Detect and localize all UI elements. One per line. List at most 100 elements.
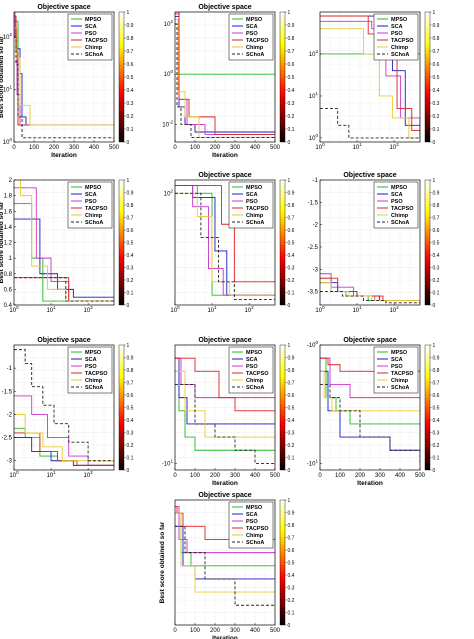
colorbar-tick-label: 0.4 — [288, 418, 295, 424]
y-tick-label: 100 — [164, 69, 174, 78]
colorbar-tick-label: 0.8 — [127, 36, 134, 42]
y-tick-label: -3 — [7, 459, 13, 465]
colorbar-tick-label: 0.4 — [127, 88, 134, 94]
colorbar-tick-label: 0.9 — [127, 190, 134, 196]
colorbar-tick-label: 0.8 — [433, 368, 440, 374]
x-axis-label: Iteration — [357, 480, 383, 487]
y-tick-label: 100 — [309, 133, 319, 142]
colorbar-tick-label: 0.4 — [288, 88, 295, 94]
series-line-schoa — [320, 384, 420, 464]
y-tick-label: 102 — [309, 49, 319, 58]
colorbar-tick-label: 0.9 — [288, 355, 295, 361]
x-tick-label: 400 — [250, 473, 261, 479]
colorbar-tick-label: 0.5 — [127, 240, 134, 246]
legend-entry: SChoA — [246, 52, 264, 58]
colorbar-tick-label: 1 — [127, 10, 130, 16]
colorbar-tick-label: 0.8 — [127, 368, 134, 374]
series-line-schoa — [14, 349, 114, 466]
legend-entry: PSO — [246, 519, 258, 525]
x-tick-label: 100 — [190, 628, 201, 634]
colorbar-tick-label: 0.1 — [288, 455, 295, 461]
colorbar-tick-label: 0.1 — [127, 290, 134, 296]
legend-entry: MPSO — [391, 17, 408, 23]
chart-panel-5: 100 101 102 102 Objective space MPSOSCAPSOTAC… — [164, 172, 295, 314]
colorbar-tick-label: 0.1 — [433, 127, 440, 133]
legend-entry: SCA — [246, 512, 258, 518]
legend-entry: SChoA — [246, 540, 264, 546]
colorbar-tick-label: 0.8 — [288, 203, 295, 209]
legend-entry: PSO — [246, 31, 258, 37]
x-axis-label: Iteration — [212, 635, 238, 639]
colorbar: 0 0.1 0.2 0.3 0.4 0.5 0.6 0.7 0.8 0.9 1 — [279, 178, 295, 309]
x-axis-label: Iteration — [212, 152, 238, 159]
colorbar-tick-label: 0.6 — [288, 393, 295, 399]
colorbar-tick-label: 0.9 — [433, 23, 440, 29]
legend-entry: Chimp — [391, 45, 409, 51]
y-tick-label: 1.8 — [4, 194, 13, 200]
legend-entry: TACPSO — [391, 206, 414, 212]
chart-panel-2: 0 100 200 300 400 500 10-2 100 102 Objective spac… — [162, 4, 294, 159]
legend-entry: PSO — [85, 31, 97, 37]
colorbar-tick-label: 0.3 — [433, 430, 440, 436]
x-tick-label: 500 — [270, 628, 281, 634]
colorbar: 0 0.1 0.2 0.3 0.4 0.5 0.6 0.7 0.8 0.9 1 — [424, 178, 440, 309]
colorbar-tick-label: 0.5 — [433, 240, 440, 246]
legend-entry: MPSO — [246, 505, 263, 511]
x-tick-label: 0 — [173, 473, 177, 479]
colorbar-tick-label: 0.7 — [433, 215, 440, 221]
x-axis-label: Iteration — [51, 152, 77, 159]
chart-panel-9: 0 100 200 300 400 500 -100 -101 Objective space I… — [307, 337, 440, 487]
x-tick-label: 102 — [390, 305, 400, 314]
colorbar-tick-label: 0.8 — [433, 203, 440, 209]
colorbar: 0 0.1 0.2 0.3 0.4 0.5 0.6 0.7 0.8 0.9 1 — [118, 178, 134, 309]
legend-entry: SChoA — [85, 52, 103, 58]
y-tick-label: 100 — [3, 137, 13, 146]
series-line-chimp — [175, 19, 275, 139]
x-tick-label: 102 — [84, 470, 94, 479]
colorbar-tick-label: 0.3 — [127, 265, 134, 271]
colorbar-tick-label: 0.8 — [288, 368, 295, 374]
legend-entry: TACPSO — [246, 206, 269, 212]
legend-entry: TACPSO — [246, 38, 269, 44]
colorbar-tick-label: 0.7 — [288, 535, 295, 541]
legend-entry: Chimp — [85, 45, 103, 51]
x-tick-label: 100 — [9, 305, 19, 314]
axes-frame — [13, 344, 115, 471]
colorbar-tick-label: 0.6 — [433, 228, 440, 234]
y-tick-label: -101 — [307, 458, 319, 467]
colorbar-tick-label: 0.6 — [288, 62, 295, 68]
x-tick-label: 400 — [395, 473, 406, 479]
x-tick-label: 102 — [84, 305, 94, 314]
colorbar: 0 0.1 0.2 0.3 0.4 0.5 0.6 0.7 0.8 0.9 1 — [118, 10, 134, 146]
y-tick-label: 0.8 — [4, 272, 13, 278]
axes-frame — [174, 11, 276, 143]
series-group — [175, 357, 275, 464]
colorbar-tick-label: 1 — [433, 10, 436, 16]
legend-entry: SChoA — [246, 220, 264, 226]
colorbar-tick-label: 0.8 — [288, 523, 295, 529]
legend-entry: Chimp — [246, 533, 264, 539]
x-tick-label: 500 — [270, 473, 281, 479]
colorbar-tick-label: 0.7 — [288, 215, 295, 221]
colorbar-tick-label: 0.8 — [127, 203, 134, 209]
series-line-tacpso — [175, 357, 275, 412]
y-axis-label: Best score obtained so far — [159, 521, 166, 603]
colorbar-tick-label: 0 — [433, 468, 436, 474]
legend-entry: SCA — [246, 192, 258, 198]
colorbar-tick-label: 0.5 — [288, 560, 295, 566]
colorbar-tick-label: 0.1 — [433, 455, 440, 461]
legend-entry: SChoA — [246, 385, 264, 391]
axes-frame — [319, 11, 421, 143]
colorbar-tick-label: 0 — [127, 140, 130, 146]
y-tick-label: 2 — [9, 178, 13, 184]
series-group — [14, 349, 114, 466]
colorbar-tick-label: 0.4 — [288, 253, 295, 259]
y-tick-label: 101 — [3, 85, 13, 94]
chart-title: Objective space — [198, 492, 251, 499]
colorbar-tick-label: 0.5 — [433, 405, 440, 411]
series-line-chimp — [14, 413, 114, 462]
axes-frame — [174, 344, 276, 471]
x-tick-label: 0 — [173, 628, 177, 634]
